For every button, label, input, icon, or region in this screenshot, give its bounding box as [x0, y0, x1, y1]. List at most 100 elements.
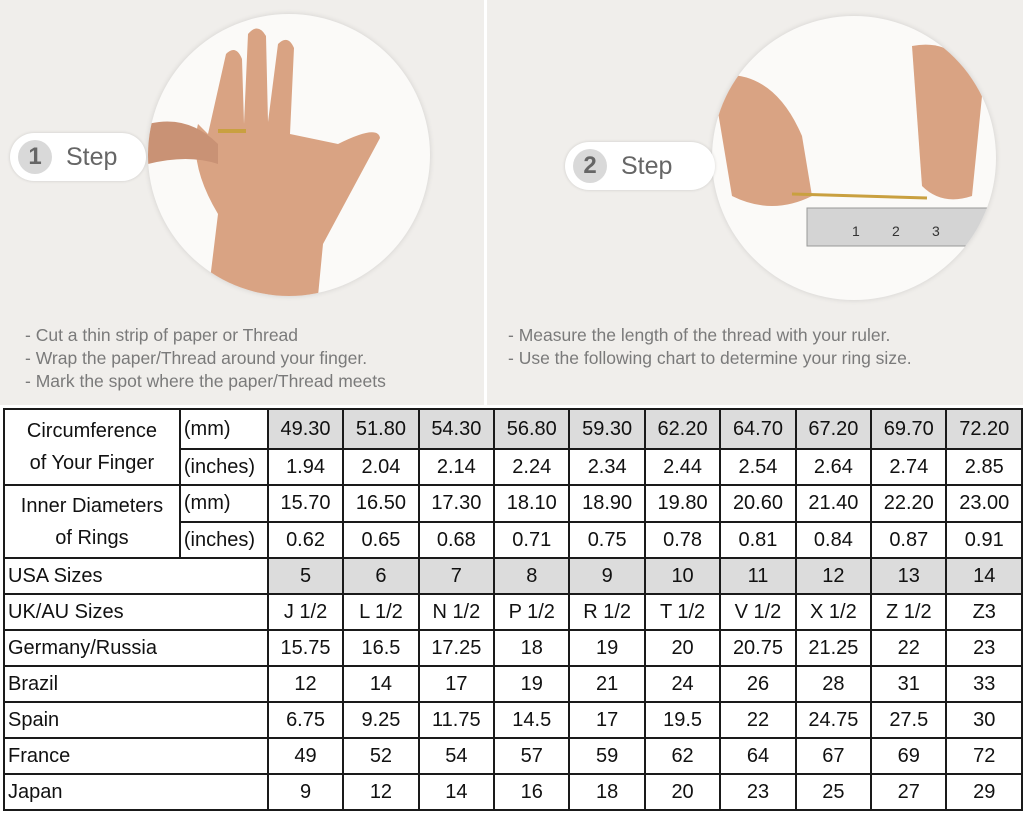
table-cell: 72: [945, 737, 1023, 775]
table-cell: 2.24: [493, 448, 571, 486]
table-cell: 23: [719, 773, 797, 811]
table-cell: 9.25: [342, 701, 420, 739]
table-cell: 29: [945, 773, 1023, 811]
table-cell: 2.04: [342, 448, 420, 486]
table-cell: 67.20: [794, 408, 873, 450]
table-row: Circumference of Your Finger (mm) 49.30 51.8…: [3, 408, 1023, 486]
table-cell: J 1/2: [266, 593, 345, 631]
table-cell: 56.80: [493, 408, 571, 450]
row-label: UK/AU Sizes: [3, 593, 269, 631]
table-row: (inches) 1.94 2.04 2.14 2.24 2.34 2.44 2.54 2.64…: [4, 448, 1023, 486]
table-cell: T 1/2: [643, 593, 722, 631]
table-cell: 24.75: [794, 701, 873, 739]
instruction: Measure the length of the thread with yo…: [508, 324, 912, 347]
table-cell: 0.81: [719, 521, 797, 559]
table-cell: 19: [568, 629, 646, 667]
table-cell: 0.91: [945, 521, 1023, 559]
instruction: Wrap the paper/Thread around your finger…: [25, 347, 386, 370]
table-cell: 2.54: [719, 448, 797, 486]
table-cell: 22.20: [870, 484, 948, 523]
table-cell: 69: [870, 737, 948, 775]
step-label: Step: [66, 142, 118, 171]
table-cell: 0.68: [417, 521, 496, 559]
table-cell: 17.30: [417, 484, 496, 523]
table-cell: 21.40: [794, 484, 873, 523]
table-cell: 1.94: [266, 448, 345, 486]
table-cell: 12: [342, 773, 420, 811]
table-cell: 9: [568, 557, 646, 595]
table-cell: 22: [870, 629, 948, 667]
table-cell: 62: [643, 737, 722, 775]
table-cell: 12: [266, 665, 345, 703]
label-line: of Your Finger: [29, 452, 155, 474]
circumference-label: Circumference of Your Finger: [3, 408, 181, 486]
table-cell: 20.60: [719, 484, 797, 523]
table-cell: 18: [568, 773, 646, 811]
row-label: USA Sizes: [3, 557, 269, 595]
table-cell: Z 1/2: [870, 593, 948, 631]
ruler-photo: 1 2 3: [712, 16, 996, 300]
table-row: USA Sizes 5 6 7 8 9 10 11 12 13 14: [3, 557, 1023, 595]
table-cell: 64: [719, 737, 797, 775]
table-cell: 21.25: [794, 629, 873, 667]
table-cell: R 1/2: [568, 593, 646, 631]
table-cell: 2.34: [568, 448, 646, 486]
table-cell: 27.5: [870, 701, 948, 739]
table-cell: 2.14: [417, 448, 496, 486]
table-cell: L 1/2: [342, 593, 420, 631]
row-label: France: [3, 737, 269, 775]
thread-ruler-illustration: 1 2 3: [712, 44, 996, 247]
step-number: 2: [573, 149, 607, 183]
table-cell: 33: [945, 665, 1023, 703]
table-cell: 18.90: [568, 484, 646, 523]
table-cell: 11: [719, 557, 797, 595]
table-cell: 49.30: [266, 408, 345, 450]
label-line: Inner Diameters: [20, 494, 164, 517]
table-row: Spain 6.75 9.25 11.75 14.5 17 19.5 22 24.75 27.5 3…: [3, 701, 1023, 739]
table-cell: 59: [568, 737, 646, 775]
step-1-instructions: Cut a thin strip of paper or Thread Wrap…: [25, 324, 386, 393]
table-cell: 51.80: [342, 408, 420, 450]
step-label: Step: [621, 151, 673, 180]
table-cell: 49: [266, 737, 345, 775]
ruler-mark: 1: [852, 223, 860, 239]
table-cell: 14: [342, 665, 420, 703]
hand-photo: [148, 14, 430, 296]
table-cell: 14: [417, 773, 496, 811]
table-cell: 52: [342, 737, 420, 775]
table-row: Brazil 12 14 17 19 21 24 26 28 31 33: [3, 665, 1023, 703]
table-cell: 26: [719, 665, 797, 703]
instruction: Use the following chart to determine you…: [508, 347, 912, 370]
step-2-panel: 1 2 3 2 Step Measure the length of the t…: [487, 0, 1023, 405]
table-row: Inner Diameters of Rings (mm) 15.70 16.50 17.…: [3, 484, 1023, 559]
table-cell: 30: [945, 701, 1023, 739]
table-cell: 20: [643, 629, 722, 667]
instruction: Mark the spot where the paper/Thread mee…: [25, 370, 386, 393]
step-1-panel: 1 Step Cut a thin strip of paper or Thre…: [0, 0, 484, 405]
table-cell: 31: [870, 665, 948, 703]
unit-label: (inches): [178, 448, 269, 486]
table-cell: 8: [493, 557, 571, 595]
table-cell: 59.30: [568, 408, 646, 450]
table-cell: P 1/2: [493, 593, 571, 631]
ruler-mark: 2: [892, 223, 900, 239]
table-cell: 17: [568, 701, 646, 739]
table-cell: 57: [493, 737, 571, 775]
table-cell: 0.75: [568, 521, 646, 559]
table-cell: 28: [794, 665, 873, 703]
table-cell: Z3: [945, 593, 1023, 631]
diameter-label: Inner Diameters of Rings: [3, 484, 181, 559]
table-cell: 27: [870, 773, 948, 811]
table-cell: 16: [493, 773, 571, 811]
table-cell: 25: [794, 773, 873, 811]
table-cell: 19.5: [643, 701, 722, 739]
table-cell: 2.74: [870, 448, 948, 486]
row-label: Brazil: [3, 665, 269, 703]
table-cell: 17: [417, 665, 496, 703]
table-cell: 15.70: [266, 484, 345, 523]
table-cell: 21: [568, 665, 646, 703]
table-cell: 14: [945, 557, 1023, 595]
step-2-instructions: Measure the length of the thread with yo…: [508, 324, 912, 370]
table-cell: 19.80: [643, 484, 722, 523]
table-cell: 24: [643, 665, 722, 703]
